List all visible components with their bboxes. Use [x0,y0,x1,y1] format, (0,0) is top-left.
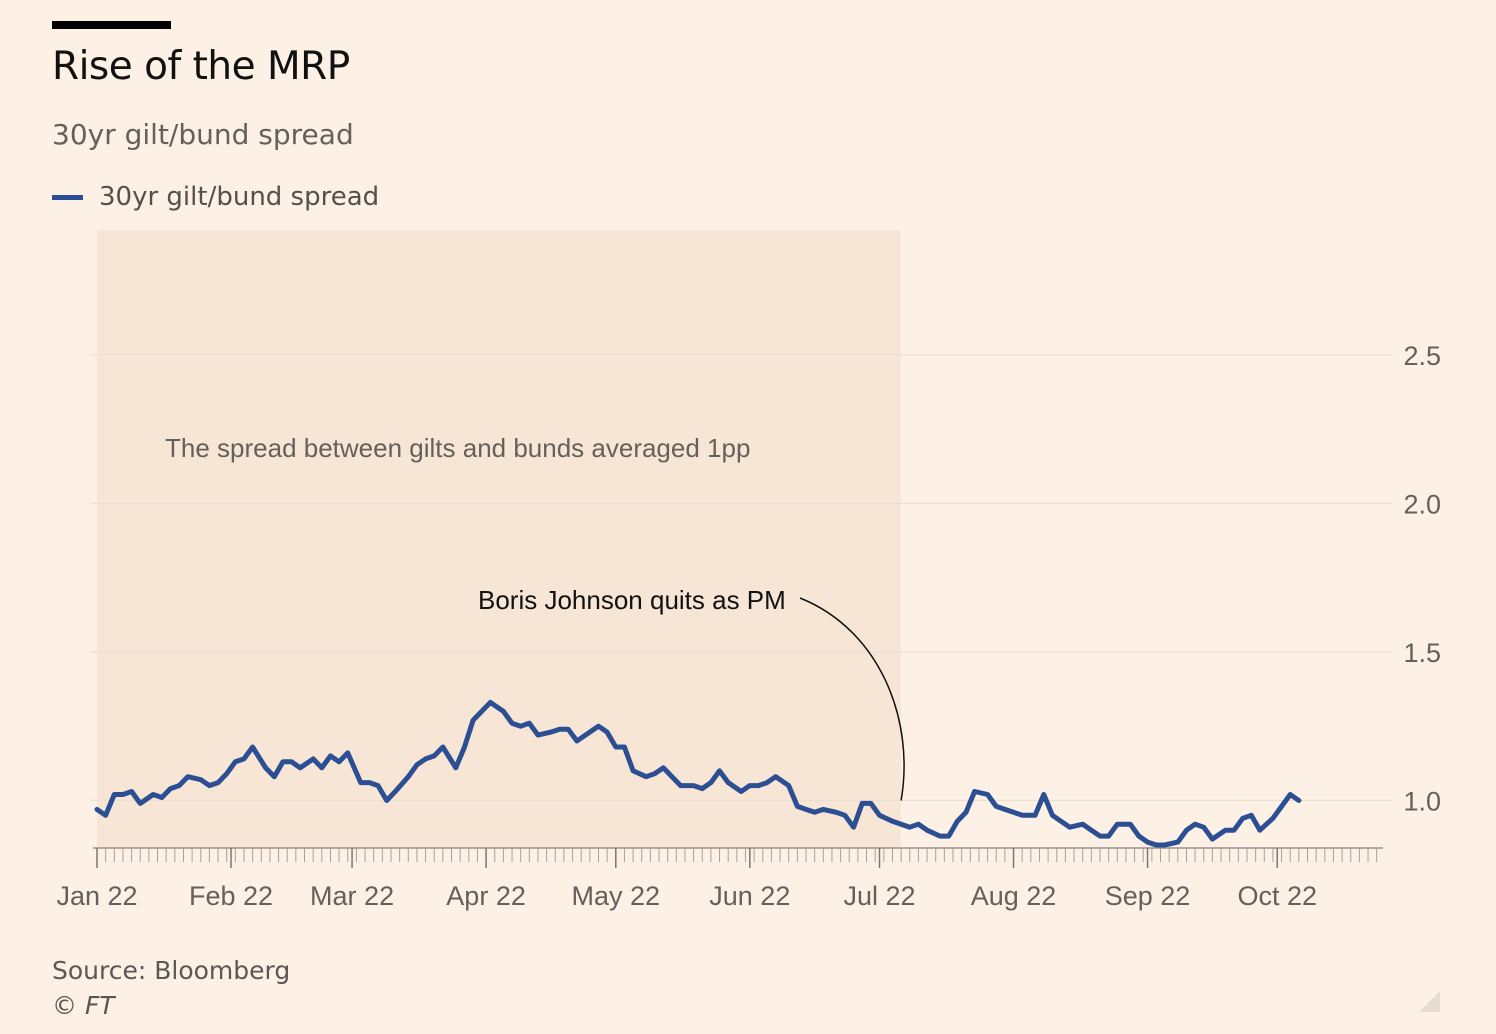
corner-mark [1419,991,1440,1012]
y-tick-label: 2.5 [1403,341,1441,371]
event-annotation: Boris Johnson quits as PM [478,585,786,615]
y-tick-label: 1.5 [1403,638,1441,668]
legend-swatch [52,194,83,200]
x-tick-label: May 22 [572,881,661,911]
legend: 30yr gilt/bund spread [52,182,379,212]
x-tick-label: Oct 22 [1237,881,1317,911]
chart-subtitle: 30yr gilt/bund spread [52,118,354,151]
shaded-region-annotation: The spread between gilts and bunds avera… [165,433,750,463]
x-tick-label: Sep 22 [1105,881,1191,911]
y-tick-label: 2.0 [1403,489,1441,519]
legend-label: 30yr gilt/bund spread [99,182,380,212]
annotation-connector [799,597,905,801]
copyright: © FT [52,991,115,1020]
chart-title: Rise of the MRP [52,44,350,89]
y-tick-label: 1.0 [1403,786,1441,816]
x-tick-label: Jul 22 [843,881,915,911]
x-tick-label: Apr 22 [446,881,526,911]
y-axis: 1.0 1.5 2.0 2.5 [1403,341,1441,817]
series-line [94,699,1302,848]
x-tick-label: Jan 22 [56,881,137,911]
x-tick-label: Mar 22 [310,881,394,911]
x-axis: Jan 22 Feb 22 Mar 22 Apr 22 May 22 Jun 22 Jul … [56,847,1383,911]
shaded-period [97,230,902,848]
x-tick-label: Aug 22 [971,881,1057,911]
x-tick-label: Jun 22 [709,881,790,911]
source-note: Source: Bloomberg [52,956,291,985]
top-rule [52,21,171,29]
x-tick-label: Feb 22 [189,881,273,911]
gridlines [90,354,1392,802]
